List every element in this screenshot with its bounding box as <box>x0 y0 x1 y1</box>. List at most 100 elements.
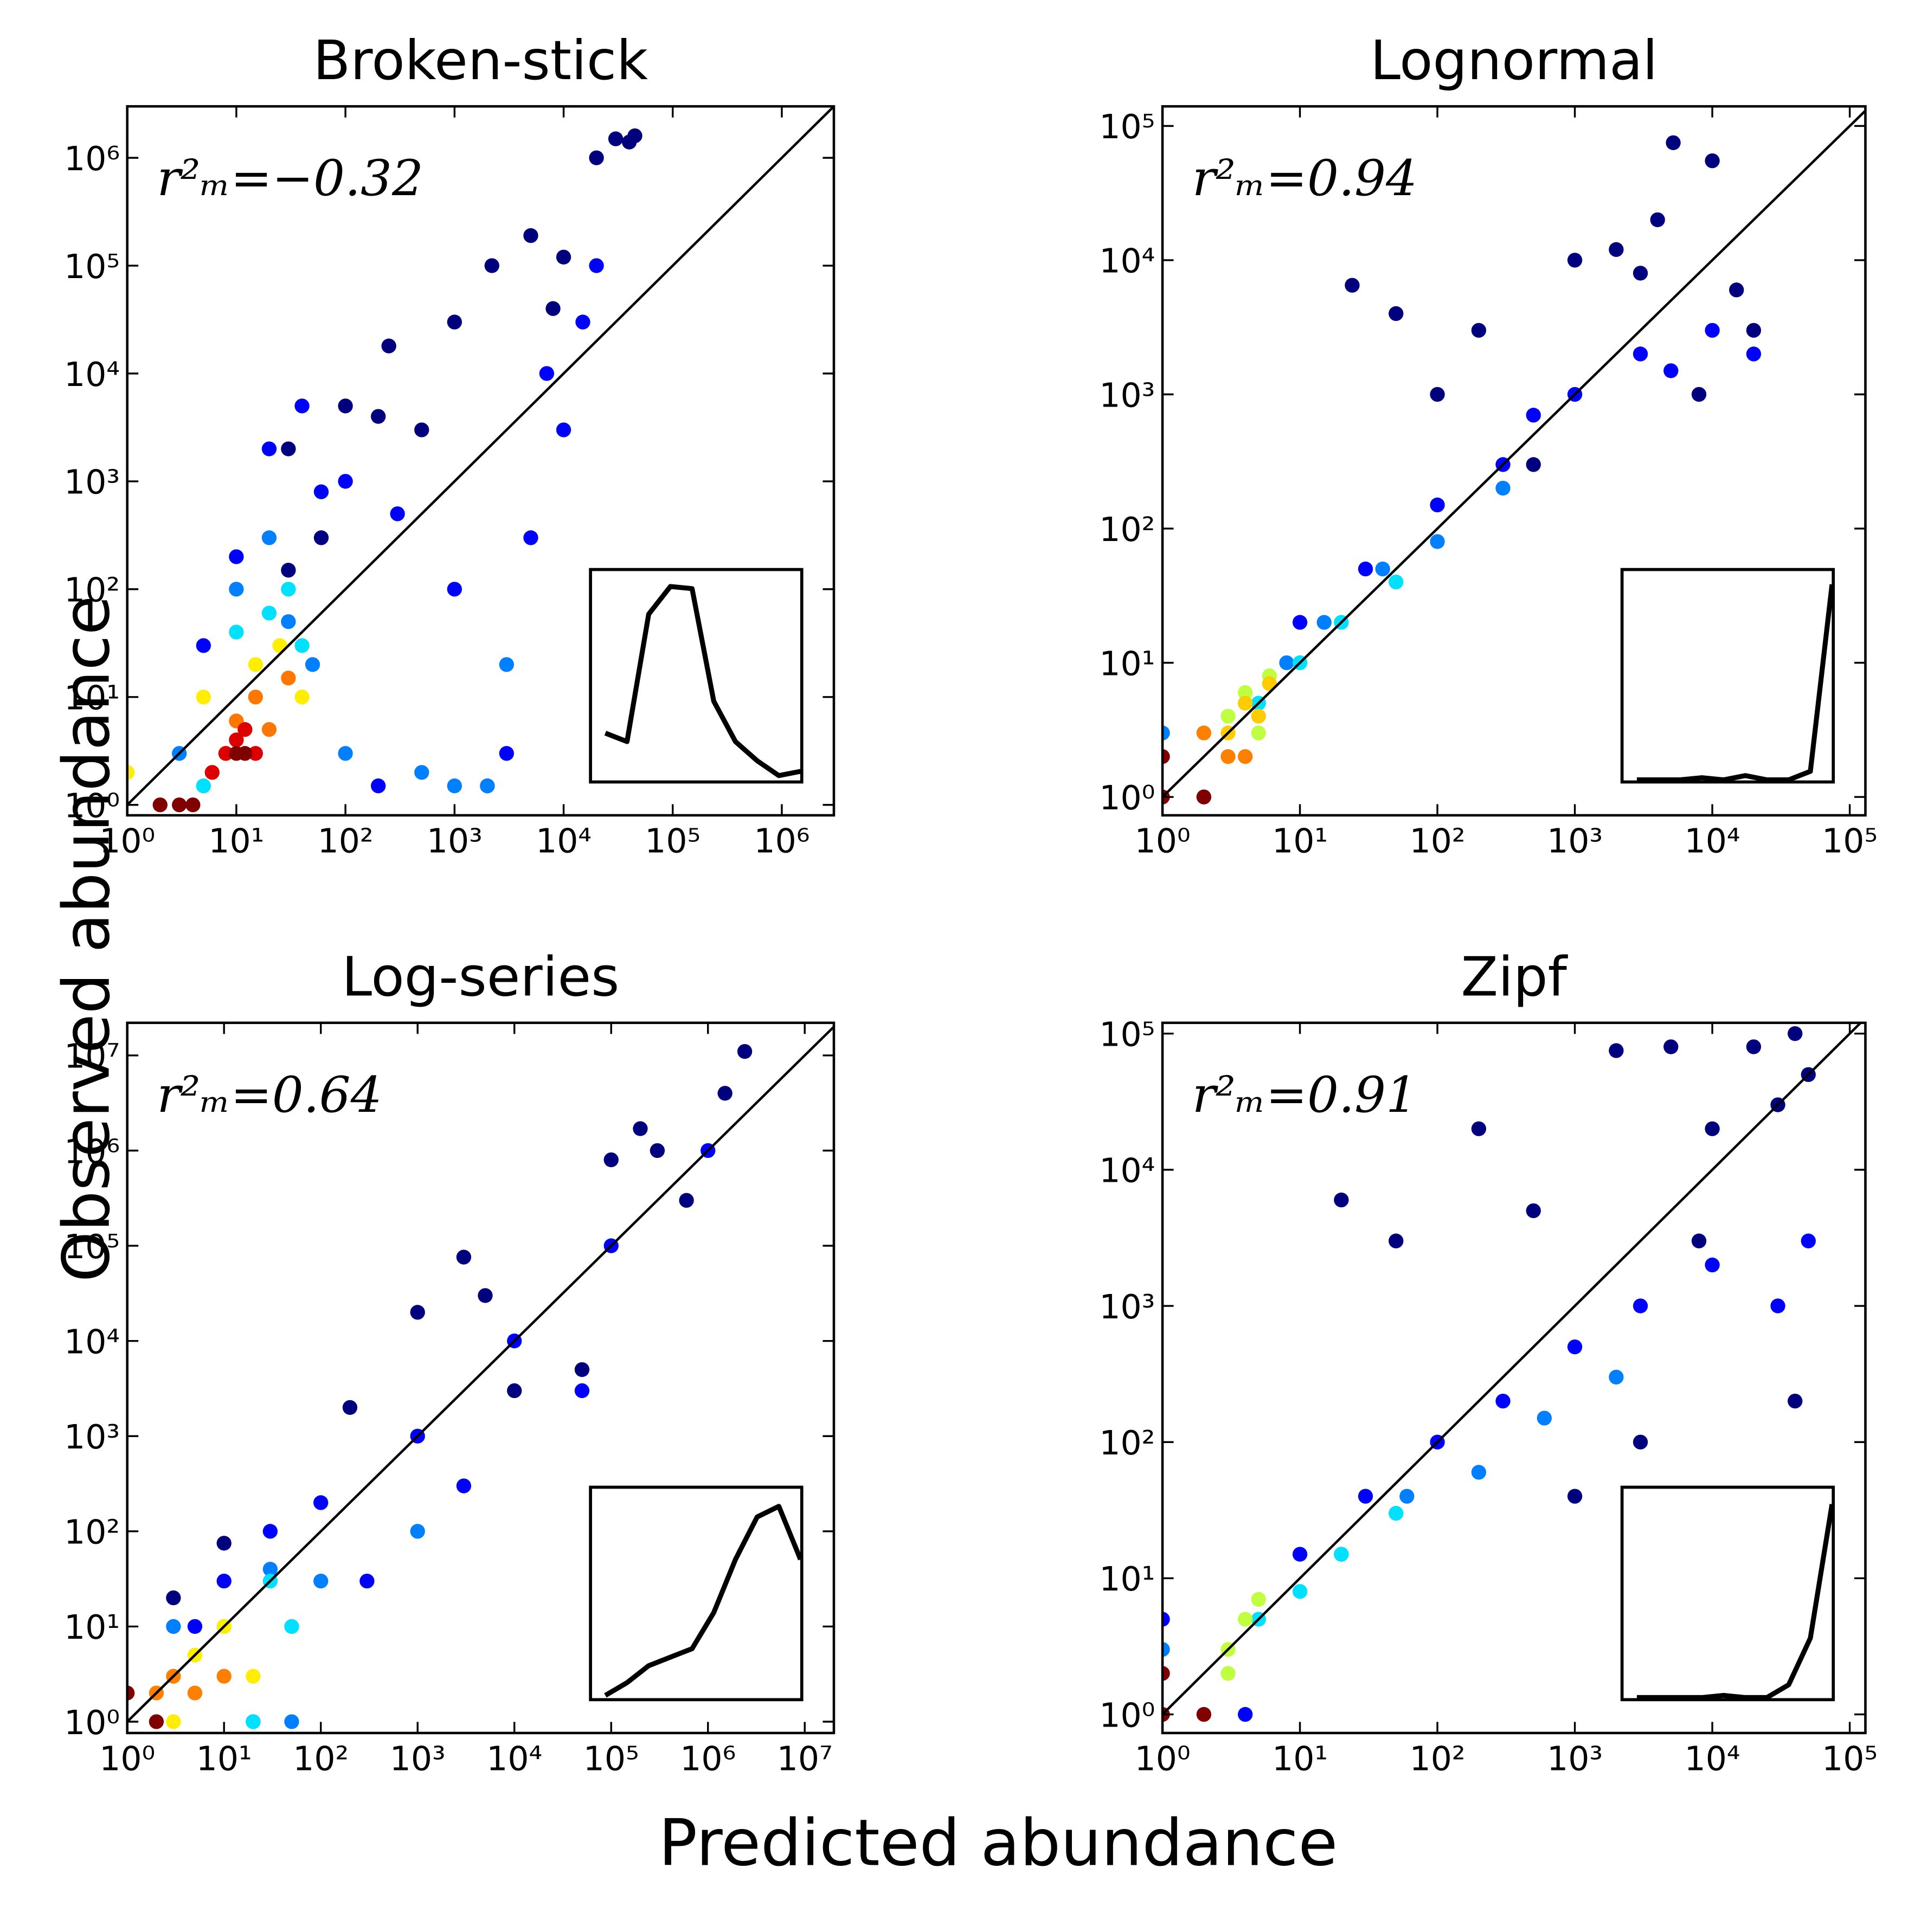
point <box>1633 1298 1648 1313</box>
point <box>196 778 211 794</box>
point <box>187 1619 203 1634</box>
x-tick-label: 10⁴ <box>1685 1739 1740 1778</box>
point <box>149 1714 164 1729</box>
y-tick-label: 10⁵ <box>1099 107 1155 146</box>
point <box>1705 1257 1720 1273</box>
x-tick-label: 10⁵ <box>1822 821 1878 860</box>
point <box>229 549 244 564</box>
point <box>1567 1339 1583 1355</box>
panel-title: Zipf <box>1461 945 1569 1009</box>
x-tick-label: 10¹ <box>196 1739 252 1778</box>
x-tick-label: 10⁶ <box>680 1739 736 1778</box>
x-tick-label: 10⁰ <box>99 821 155 860</box>
point <box>281 671 296 686</box>
point <box>237 722 253 737</box>
identity-line <box>1162 1022 1862 1716</box>
identity-line <box>127 1026 834 1723</box>
point <box>589 258 604 273</box>
point <box>539 366 555 381</box>
point <box>1334 1547 1349 1562</box>
point <box>737 1044 753 1059</box>
point <box>1334 1192 1349 1208</box>
point <box>390 506 405 521</box>
point <box>261 606 277 621</box>
point <box>1633 1434 1648 1450</box>
point <box>1389 1505 1404 1521</box>
point <box>1292 615 1308 630</box>
point <box>556 249 571 265</box>
point <box>1292 1547 1308 1562</box>
point <box>1279 655 1294 671</box>
identity-line <box>1162 110 1866 798</box>
y-tick-label: 10² <box>64 571 120 610</box>
point <box>1770 1298 1785 1313</box>
point <box>456 1478 472 1493</box>
point <box>447 314 462 330</box>
inset-frame <box>1620 1485 1835 1702</box>
point <box>1237 1612 1253 1627</box>
panel-title: Log-series <box>342 945 619 1009</box>
point <box>248 746 263 761</box>
axes-frame <box>1161 105 1867 817</box>
point <box>650 1143 665 1158</box>
point <box>1237 695 1253 711</box>
x-tick-label: 10¹ <box>1272 821 1328 860</box>
point <box>1345 278 1360 293</box>
point <box>1567 253 1583 268</box>
point <box>1801 1233 1816 1248</box>
x-tick-label: 10³ <box>390 1739 446 1778</box>
y-tick-label: 10² <box>64 1513 120 1552</box>
point <box>1237 1706 1253 1722</box>
axes-frame <box>126 105 836 817</box>
y-tick-label: 10⁵ <box>1099 1015 1155 1054</box>
point <box>359 1573 375 1589</box>
x-tick-label: 10⁰ <box>1135 821 1191 860</box>
x-tick-label: 10⁴ <box>536 821 592 860</box>
point <box>218 746 234 761</box>
point <box>152 797 168 813</box>
point <box>313 530 329 545</box>
inset-line <box>604 1504 803 1698</box>
point <box>338 746 353 761</box>
point <box>717 1086 733 1101</box>
point <box>281 582 296 597</box>
panel-title: Lognormal <box>1370 29 1657 92</box>
y-tick-label: 10¹ <box>64 679 120 718</box>
point <box>1251 725 1266 740</box>
point <box>1650 212 1665 228</box>
y-axis-label: Observed abundance <box>49 596 124 1282</box>
x-tick-label: 10¹ <box>1272 1739 1328 1778</box>
y-tick-label: 10⁵ <box>64 247 120 286</box>
point <box>456 1250 472 1265</box>
point <box>523 530 538 545</box>
point <box>284 1714 299 1729</box>
y-tick-label: 10⁰ <box>1099 1696 1155 1735</box>
x-tick-label: 10¹ <box>208 821 264 860</box>
point <box>1389 306 1404 321</box>
panel: Zipf 10⁰ 10¹ 10² 10³ 10⁴ 10⁵ 10⁰ 10¹ 10² 10³ 10⁴ 10⁵… <box>1099 945 1878 1779</box>
y-tick-label: 10⁴ <box>64 355 120 394</box>
y-tick-label: 10² <box>1099 510 1155 549</box>
point <box>1237 685 1253 700</box>
point <box>1526 1203 1541 1219</box>
point <box>1196 725 1212 740</box>
point <box>1430 534 1445 549</box>
point <box>1609 242 1624 257</box>
point <box>371 409 386 424</box>
point <box>447 778 462 794</box>
points <box>127 1026 834 1729</box>
y-tick-label: 10⁴ <box>1099 242 1155 281</box>
y-tick-label: 10³ <box>1099 376 1155 415</box>
annotation: r²ₘ=0.91 <box>1192 1066 1417 1124</box>
point <box>1251 1592 1266 1607</box>
x-tick-label: 10² <box>318 821 374 860</box>
point <box>1196 789 1212 804</box>
inset-frame <box>589 1485 804 1702</box>
point <box>1705 153 1720 169</box>
point <box>313 1573 329 1589</box>
x-tick-label: 10⁴ <box>486 1739 542 1778</box>
point <box>1375 561 1390 577</box>
point <box>410 1524 425 1539</box>
point <box>414 765 429 780</box>
